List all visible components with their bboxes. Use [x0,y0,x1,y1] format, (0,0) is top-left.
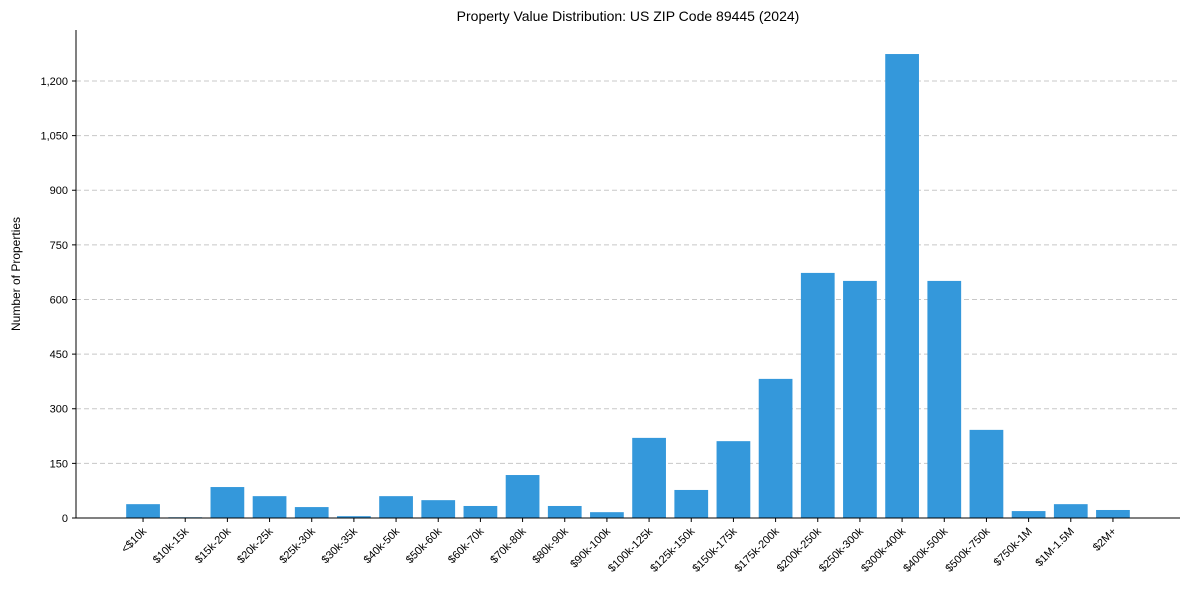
bar [1053,504,1088,518]
y-tick-label: 750 [50,240,68,252]
bar [800,272,835,518]
bar [843,280,877,518]
bar [1011,511,1046,518]
bar [421,500,456,518]
bar [716,441,751,518]
bar [590,512,624,518]
bar [252,496,287,518]
bar [505,475,540,518]
bar [632,437,666,518]
bar [463,505,498,518]
y-tick-label: 0 [62,513,68,525]
y-tick-label: 150 [50,458,68,470]
bar [1096,509,1130,518]
bar [210,487,245,518]
x-tick-label: $25k-30k [277,525,318,566]
x-tick-label: $90k-100k [568,525,613,570]
bar [337,516,371,518]
x-tick-label: $60k-70k [446,525,487,566]
y-tick-label: 450 [50,349,68,361]
bar [379,496,413,518]
y-tick-label: 900 [50,185,68,197]
x-tick-label: <$10k [119,525,149,555]
x-tick-label: $30k-35k [320,525,361,566]
bar [674,489,709,518]
bar [927,280,962,518]
y-axis-label: Number of Properties [9,217,23,331]
x-tick-label: $80k-90k [530,525,571,566]
x-tick-label: $15k-20k [193,525,234,566]
y-tick-label: 600 [50,294,68,306]
x-tick-label: $50k-60k [404,525,445,566]
y-tick-label: 1,200 [40,76,68,88]
x-tick-label: $750k-1M [992,526,1035,569]
x-tick-label: $1M-1.5M [1033,526,1077,570]
y-tick-label: 300 [50,404,68,416]
x-tick-label: $40k-50k [362,525,403,566]
bar [885,54,919,518]
x-tick-label: $70k-80k [488,525,529,566]
x-tick-label: $10k-15k [151,525,192,566]
chart-title: Property Value Distribution: US ZIP Code… [457,8,800,24]
bar [758,378,793,518]
y-tick-label: 1,050 [40,131,68,143]
bar [126,504,160,518]
x-tick-label: $500k-750k [943,525,992,574]
bar [969,429,1004,518]
x-tick-label: $2M+ [1091,526,1119,554]
x-tick-label: $20k-25k [235,525,276,566]
bar [294,507,329,518]
bar [547,505,582,518]
